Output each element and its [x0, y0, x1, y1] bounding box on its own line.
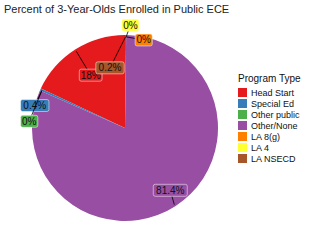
- svg-text:0.4%: 0.4%: [23, 100, 46, 111]
- svg-text:0%: 0%: [136, 34, 151, 45]
- svg-text:Special Ed: Special Ed: [251, 99, 294, 109]
- svg-text:0%: 0%: [22, 116, 37, 127]
- svg-text:18%: 18%: [81, 70, 101, 81]
- svg-text:Program Type: Program Type: [238, 73, 301, 84]
- svg-text:LA 8(g): LA 8(g): [251, 132, 280, 142]
- svg-text:0.2%: 0.2%: [99, 62, 122, 73]
- svg-text:81.4%: 81.4%: [156, 185, 184, 196]
- svg-text:Other public: Other public: [251, 110, 300, 120]
- svg-text:0%: 0%: [123, 20, 138, 31]
- svg-text:Other/None: Other/None: [251, 121, 298, 131]
- svg-text:LA 4: LA 4: [251, 143, 269, 153]
- svg-text:Head Start: Head Start: [251, 88, 295, 98]
- svg-text:Percent of 3-Year-Olds Enrolle: Percent of 3-Year-Olds Enrolled in Publi…: [8, 3, 229, 15]
- svg-text:LA NSECD: LA NSECD: [251, 154, 296, 164]
